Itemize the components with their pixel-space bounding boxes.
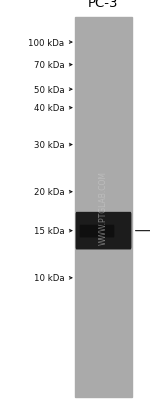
Text: PC-3: PC-3 — [88, 0, 119, 10]
Text: 15 kDa: 15 kDa — [34, 227, 64, 236]
Text: 30 kDa: 30 kDa — [34, 141, 64, 150]
Bar — [75, 18, 132, 397]
FancyBboxPatch shape — [80, 225, 114, 238]
Text: 70 kDa: 70 kDa — [34, 61, 64, 70]
Text: 100 kDa: 100 kDa — [28, 38, 64, 47]
Text: 50 kDa: 50 kDa — [34, 85, 64, 94]
Text: 40 kDa: 40 kDa — [34, 104, 64, 113]
FancyBboxPatch shape — [76, 212, 131, 250]
Text: WWW.PTGLAB.COM: WWW.PTGLAB.COM — [99, 171, 108, 245]
Text: 20 kDa: 20 kDa — [34, 188, 64, 197]
Text: 10 kDa: 10 kDa — [34, 274, 64, 283]
